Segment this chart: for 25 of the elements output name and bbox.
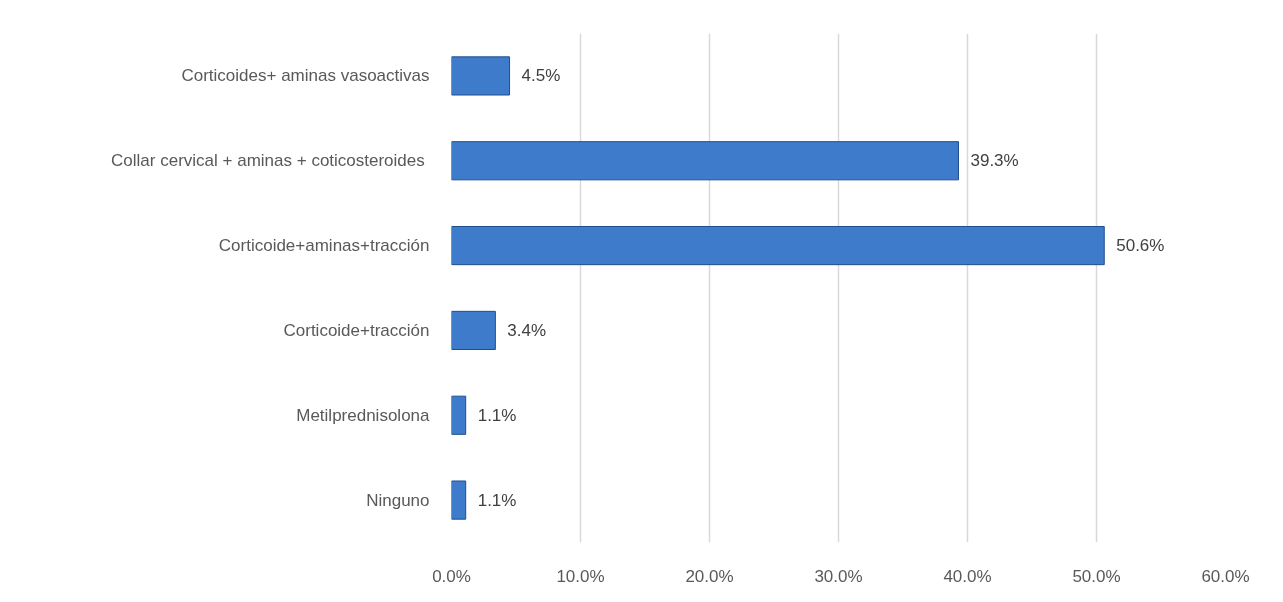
bar	[451, 56, 511, 96]
bar	[451, 480, 467, 520]
data-label: 3.4%	[507, 320, 547, 340]
x-tick-label: 50.0%	[1072, 566, 1121, 586]
data-label: 4.5%	[521, 66, 561, 86]
x-tick-label: 30.0%	[814, 566, 863, 586]
x-tick-label: 20.0%	[685, 566, 734, 586]
data-label: 1.1%	[477, 490, 517, 510]
data-label: 50.6%	[1116, 236, 1165, 256]
y-tick-label: Metilprednisolona	[296, 405, 431, 425]
y-tick-label: Collar cervical + aminas + coticosteroides	[111, 151, 425, 171]
y-tick-label: Ninguno	[366, 490, 430, 510]
y-tick-label: Corticoide+aminas+tracción	[218, 236, 430, 256]
bar	[451, 310, 496, 350]
data-label: 39.3%	[970, 151, 1019, 171]
x-tick-label: 40.0%	[943, 566, 992, 586]
data-label: 1.1%	[477, 405, 517, 425]
bar	[451, 395, 467, 435]
y-tick-label: Corticoide+tracción	[283, 320, 430, 340]
x-tick-label: 10.0%	[556, 566, 605, 586]
bar	[451, 226, 1105, 266]
x-tick-label: 60.0%	[1201, 566, 1250, 586]
x-tick-label: 0.0%	[432, 566, 471, 586]
y-tick-label: Corticoides+ aminas vasoactivas	[181, 66, 430, 86]
bar	[451, 141, 959, 181]
